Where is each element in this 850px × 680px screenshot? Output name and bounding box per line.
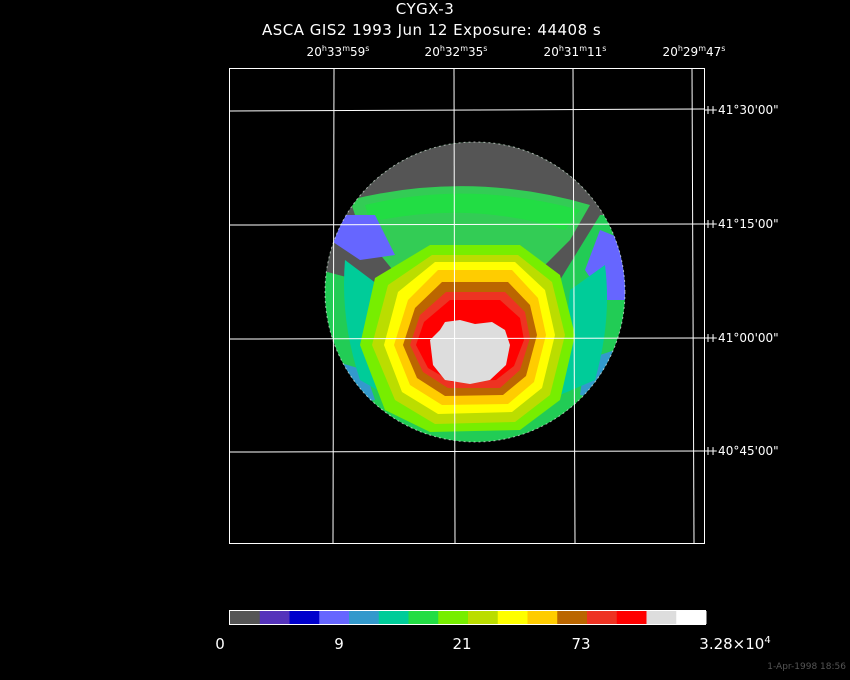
colorbar xyxy=(230,611,707,624)
ra-tick-label: 20h32m35s xyxy=(424,44,488,60)
colorbar-swatch xyxy=(259,611,290,624)
colorbar-tick-label: 21 xyxy=(452,635,472,653)
ra-tick-label: 20h29m47s xyxy=(662,44,726,60)
colorbar-swatch xyxy=(349,611,380,624)
colorbar-swatch xyxy=(587,611,618,624)
colorbar-swatch xyxy=(557,611,588,624)
ra-tick-label: 20h31m11s xyxy=(543,44,607,60)
colorbar-swatch xyxy=(438,611,469,624)
colorbar-swatch xyxy=(527,611,558,624)
image-subtitle: ASCA GIS2 1993 Jun 12 Exposure: 44408 s xyxy=(262,21,602,39)
ra-tick-label: 20h33m59s xyxy=(306,44,370,60)
dec-tick-label: +41°00'00" xyxy=(708,331,779,345)
colorbar-tick-label: 0 xyxy=(215,635,225,653)
colorbar-tick-label: 9 xyxy=(334,635,344,653)
colorbar-swatch xyxy=(230,611,261,624)
plot-frame xyxy=(229,68,705,544)
colorbar-swatch xyxy=(319,611,350,624)
colorbar-swatch xyxy=(378,611,409,624)
colorbar-swatch xyxy=(408,611,439,624)
colorbar-swatch xyxy=(289,611,320,624)
colorbar-swatch xyxy=(497,611,528,624)
dec-tick-label: +41°15'00" xyxy=(708,217,779,231)
dec-tick-label: +41°30'00" xyxy=(708,103,779,117)
colorbar-tick-label: 73 xyxy=(571,635,591,653)
timestamp: 1-Apr-1998 18:56 xyxy=(767,662,846,672)
colorbar-frame xyxy=(229,610,706,625)
colorbar-swatch xyxy=(646,611,677,624)
colorbar-swatch xyxy=(616,611,647,624)
dec-tick-label: +40°45'00" xyxy=(708,444,779,458)
colorbar-swatch xyxy=(468,611,499,624)
detector-image xyxy=(325,142,625,442)
colorbar-swatch xyxy=(676,611,707,624)
image-title: CYGX-3 xyxy=(395,0,455,18)
colorbar-tick-label: 3.28×104 xyxy=(699,635,771,653)
